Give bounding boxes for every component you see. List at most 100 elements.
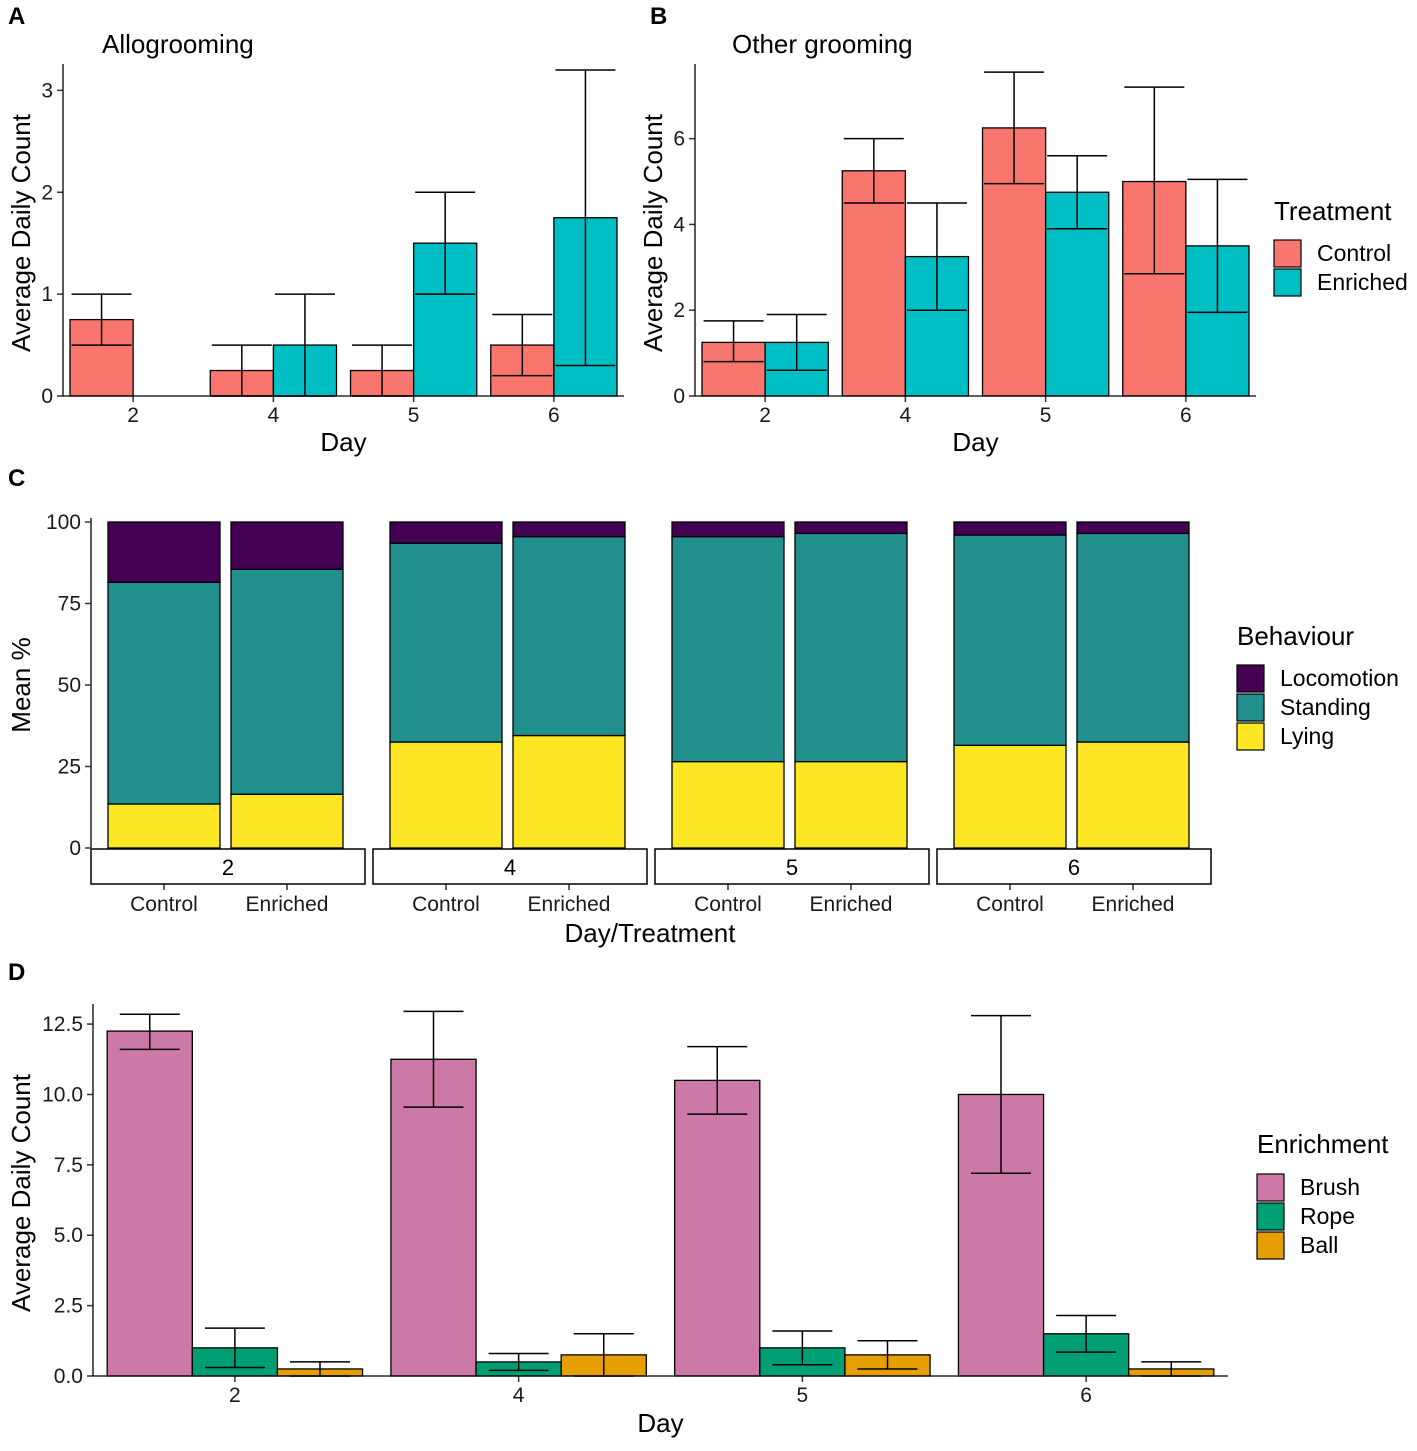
x-tick-label-2-control: Control [130, 893, 198, 916]
stack-locomotion-day-4-control [389, 521, 503, 544]
legend-label-control: Control [1317, 240, 1391, 266]
y-tick-label-10-0: 10.0 [42, 1083, 83, 1106]
y-axis-title: Average Daily Count [6, 1073, 36, 1312]
y-tick-label-6: 6 [673, 128, 685, 151]
legend-label-lying: Lying [1280, 723, 1334, 749]
legend-label-rope: Rope [1300, 1203, 1355, 1229]
y-tick-label-1: 1 [41, 283, 53, 306]
y-tick-label-7-5: 7.5 [54, 1154, 83, 1177]
panel-letter-a: A [8, 3, 25, 30]
y-tick-label-0: 0 [41, 385, 53, 408]
x-tick-label-5-control: Control [694, 893, 762, 916]
stack-standing-day-6-enriched [1076, 532, 1190, 743]
legend-swatch-control [1273, 239, 1302, 268]
x-axis-title: Day [952, 427, 998, 457]
y-axis-title: Average Daily Count [638, 113, 668, 352]
legend-swatch-rope [1256, 1202, 1285, 1231]
y-tick-label-12-5: 12.5 [42, 1013, 83, 1036]
stack-lying-day-4-control [389, 741, 503, 849]
bar-brush-day-2 [106, 1030, 193, 1377]
y-tick-label-4: 4 [673, 213, 685, 236]
stack-locomotion-day-6-control [953, 521, 1067, 536]
y-tick-label-3: 3 [41, 79, 53, 102]
facet-strip-label-4: 4 [504, 855, 516, 880]
facet-strip-label-6: 6 [1068, 855, 1080, 880]
stack-lying-day-2-enriched [230, 793, 344, 849]
panel-d-enrichment: 2 4 5 6 0.0 2.5 5.0 7.5 10.0 12.5 Day Average Daily… [6, 1004, 1389, 1438]
stack-lying-day-5-control [671, 760, 785, 849]
x-tick-label-6: 6 [1080, 1384, 1092, 1407]
legend-swatch-ball [1256, 1231, 1285, 1260]
x-tick-label-4-enriched: Enriched [528, 893, 611, 916]
x-tick-label-5: 5 [408, 404, 420, 427]
bar-brush-day-4 [390, 1058, 477, 1377]
panel-c-behaviour: Control Enriched 2 Control Enriched 4 Control E… [6, 511, 1399, 948]
panel-a-title: Allogrooming [102, 29, 254, 59]
legend-swatch-lying [1236, 722, 1265, 751]
legend-title: Treatment [1274, 196, 1392, 226]
y-tick-label-50: 50 [58, 674, 81, 697]
panel-a-allogrooming: 2 4 5 6 0 1 2 3 Day Average Daily Count [6, 64, 624, 457]
stack-locomotion-day-6-enriched [1076, 521, 1190, 535]
facet-strip-4 [372, 848, 648, 885]
x-tick-label-6-control: Control [976, 893, 1044, 916]
y-axis-title: Average Daily Count [6, 113, 36, 352]
panel-letter-d: D [8, 959, 25, 986]
legend-swatch-locomotion [1236, 664, 1265, 693]
legend-swatch-brush [1256, 1173, 1285, 1202]
stack-standing-day-2-enriched [230, 568, 344, 795]
y-tick-label-0: 0 [673, 385, 685, 408]
stack-standing-day-5-control [671, 536, 785, 763]
panel-b-other-grooming: 2 4 5 6 0 2 4 6 Day Average Daily Count Treatment C… [638, 64, 1408, 457]
x-tick-label-6-enriched: Enriched [1092, 893, 1175, 916]
y-tick-label-0-0: 0.0 [54, 1365, 83, 1388]
stack-locomotion-day-2-control [107, 521, 221, 583]
y-tick-label-2: 2 [673, 299, 685, 322]
stack-lying-day-6-control [953, 744, 1067, 849]
x-tick-label-2: 2 [127, 404, 139, 427]
facet-strip-label-2: 2 [222, 855, 234, 880]
panel-letter-c: C [8, 465, 25, 492]
y-tick-label-0: 0 [69, 837, 81, 860]
facet-strip-5 [654, 848, 930, 885]
x-axis-title: Day [637, 1408, 683, 1438]
x-tick-label-4: 4 [513, 1384, 525, 1407]
stack-lying-day-4-enriched [512, 734, 626, 849]
legend-label-enriched: Enriched [1317, 269, 1408, 295]
stack-locomotion-day-4-enriched [512, 521, 626, 538]
stack-lying-day-2-control [107, 803, 221, 849]
x-tick-label-2-enriched: Enriched [246, 893, 329, 916]
stack-locomotion-day-5-control [671, 521, 785, 538]
legend-label-locomotion: Locomotion [1280, 665, 1399, 691]
legend-title: Behaviour [1237, 621, 1354, 651]
stack-standing-day-2-control [107, 581, 221, 805]
y-axis-title: Mean % [6, 637, 36, 732]
legend-label-brush: Brush [1300, 1174, 1360, 1200]
x-tick-label-4: 4 [900, 404, 912, 427]
bar-control-day-4 [841, 170, 907, 397]
y-tick-label-2-5: 2.5 [54, 1295, 83, 1318]
stack-standing-day-5-enriched [794, 532, 908, 763]
facet-strip-2 [90, 848, 366, 885]
x-tick-label-5: 5 [1040, 404, 1052, 427]
bar-brush-day-5 [674, 1079, 761, 1377]
panel-letter-b: B [650, 3, 667, 30]
y-tick-label-5-0: 5.0 [54, 1224, 83, 1247]
x-tick-label-6: 6 [1180, 404, 1192, 427]
x-axis-title: Day/Treatment [565, 918, 737, 948]
y-tick-label-100: 100 [46, 511, 81, 534]
facet-strip-label-5: 5 [786, 855, 798, 880]
stack-locomotion-day-2-enriched [230, 521, 344, 570]
x-tick-label-6: 6 [548, 404, 560, 427]
x-tick-label-5: 5 [797, 1384, 809, 1407]
panel-b-title: Other grooming [732, 29, 913, 59]
y-tick-label-2: 2 [41, 181, 53, 204]
x-tick-label-5-enriched: Enriched [810, 893, 893, 916]
legend-title: Enrichment [1257, 1129, 1389, 1159]
facet-strip-6 [936, 848, 1212, 885]
stack-standing-day-4-control [389, 542, 503, 743]
y-tick-label-75: 75 [58, 593, 81, 616]
legend-label-ball: Ball [1300, 1232, 1338, 1258]
stack-standing-day-4-enriched [512, 536, 626, 737]
